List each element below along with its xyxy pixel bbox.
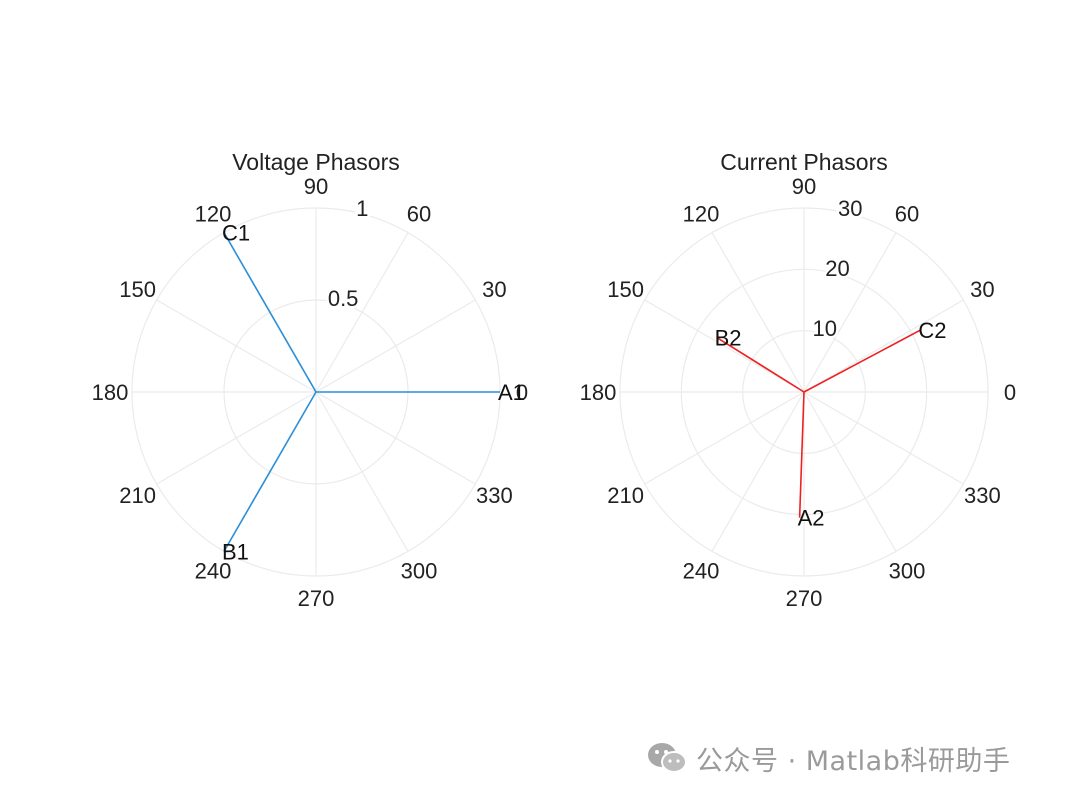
theta-tick-label: 30 <box>482 277 506 302</box>
phasor-label-b2: B2 <box>715 325 742 350</box>
theta-tick-label: 150 <box>607 277 644 302</box>
theta-tick-label: 270 <box>786 586 823 611</box>
watermark-text: 公众号 · Matlab科研助手 <box>696 745 1011 777</box>
phasor-a2 <box>798 391 805 518</box>
grid-spoke <box>803 299 964 393</box>
theta-tick-label: 210 <box>607 483 644 508</box>
chart-title: Voltage Phasors <box>232 149 400 175</box>
theta-tick-label: 210 <box>119 483 156 508</box>
chart-title: Current Phasors <box>720 149 887 175</box>
grid-circle <box>742 330 866 454</box>
phasor-label-a2: A2 <box>798 506 825 531</box>
theta-tick-label: 150 <box>119 277 156 302</box>
theta-tick-label: 0 <box>1004 380 1016 405</box>
theta-tick-label: 240 <box>195 558 232 583</box>
wechat-icon <box>648 743 687 773</box>
r-tick-label: 0.5 <box>328 286 359 311</box>
grid-spoke <box>803 391 897 552</box>
grid-spoke <box>803 391 964 485</box>
phasor-label-c1: C1 <box>222 221 250 246</box>
phasor-label-c2: C2 <box>918 318 946 343</box>
r-tick-label: 1 <box>356 196 368 221</box>
theta-tick-label: 0 <box>516 380 528 405</box>
phasor-c1 <box>223 232 317 393</box>
theta-tick-label: 30 <box>970 277 994 302</box>
theta-tick-label: 330 <box>476 483 513 508</box>
theta-tick-label: 90 <box>304 174 328 199</box>
phasor-c2 <box>803 329 921 393</box>
theta-tick-label: 60 <box>895 202 919 227</box>
grid-spoke <box>803 232 897 393</box>
theta-tick-label: 240 <box>683 558 720 583</box>
theta-tick-label: 120 <box>683 202 720 227</box>
theta-tick-label: 120 <box>195 202 232 227</box>
phasor-label-b1: B1 <box>222 539 249 564</box>
grid-spoke <box>644 391 805 485</box>
theta-tick-label: 180 <box>92 380 129 405</box>
theta-tick-label: 300 <box>401 558 438 583</box>
theta-tick-label: 60 <box>407 202 431 227</box>
r-tick-label: 20 <box>825 256 849 281</box>
phasor-b2 <box>716 336 805 393</box>
r-tick-label: 30 <box>838 196 862 221</box>
theta-tick-label: 90 <box>792 174 816 199</box>
grid-spoke <box>644 299 805 393</box>
theta-tick-label: 180 <box>580 380 617 405</box>
theta-tick-label: 270 <box>298 586 335 611</box>
theta-tick-label: 330 <box>964 483 1001 508</box>
polar-chart-1: Voltage Phasors 0 30 60 90 120 150 180 210 240 270… <box>92 149 528 611</box>
r-tick-label: 10 <box>813 316 837 341</box>
grid-spoke <box>711 232 805 393</box>
phasor-label-a1: A1 <box>498 380 525 405</box>
watermark: 公众号 · Matlab科研助手 <box>646 738 1010 778</box>
grid-circle <box>619 207 989 577</box>
polar-chart-2: Current Phasors 0 30 60 90 120 150 180 210 240 270… <box>580 149 1016 611</box>
phasor-b1 <box>223 391 317 552</box>
theta-tick-label: 300 <box>889 558 926 583</box>
grid-spoke <box>711 391 805 552</box>
grid-circle <box>680 268 928 516</box>
